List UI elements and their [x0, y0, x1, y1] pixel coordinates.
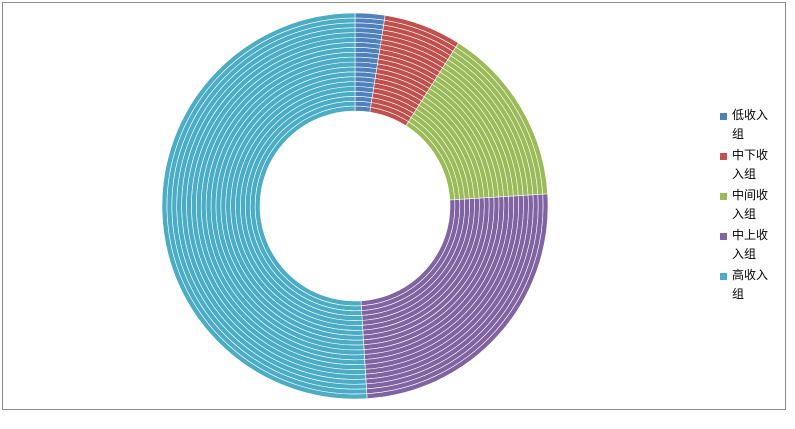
- legend-item-lower-middle: 中下收入组: [718, 146, 780, 186]
- legend-swatch: [720, 233, 727, 240]
- legend-swatch: [720, 193, 727, 200]
- legend: 低收入组 中下收入组 中间收入组 中上收入组 高收入组: [718, 106, 780, 306]
- legend-swatch: [720, 113, 727, 120]
- legend-item-high: 高收入组: [718, 266, 780, 306]
- legend-swatch: [720, 273, 727, 280]
- legend-label: 中间收入组: [732, 188, 769, 221]
- donut-slice-4: [161, 12, 368, 400]
- legend-swatch: [720, 153, 727, 160]
- legend-label: 中上收入组: [732, 228, 769, 261]
- legend-item-upper-middle: 中上收入组: [718, 226, 780, 266]
- legend-label: 高收入组: [732, 268, 769, 301]
- legend-label: 低收入组: [732, 108, 769, 141]
- legend-label: 中下收入组: [732, 148, 769, 181]
- legend-item-middle: 中间收入组: [718, 186, 780, 226]
- legend-item-low: 低收入组: [718, 106, 780, 146]
